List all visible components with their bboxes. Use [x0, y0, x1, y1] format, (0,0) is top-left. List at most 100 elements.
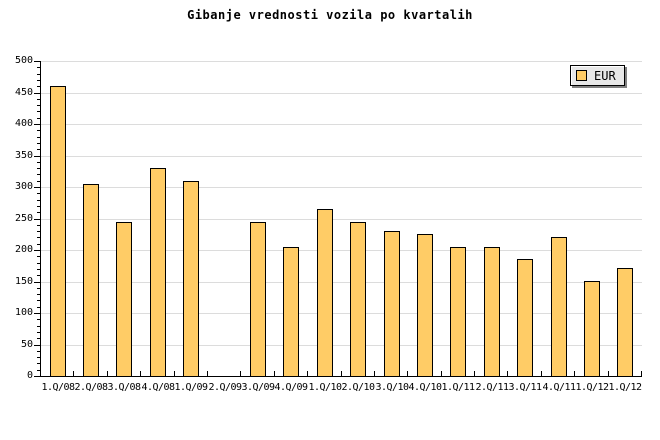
y-minor-tick [37, 199, 40, 201]
y-minor-tick [37, 357, 40, 359]
y-minor-tick [37, 243, 40, 245]
x-boundary-tick [341, 371, 342, 376]
y-major-tick [34, 344, 40, 346]
y-tick-label: 350 [14, 149, 33, 161]
x-tick-label: 1.Q/08 [41, 382, 75, 393]
legend-label: EUR [594, 68, 616, 83]
y-minor-tick [37, 268, 40, 270]
x-boundary-tick [474, 371, 475, 376]
x-tick-label: 3.Q/11 [508, 382, 542, 393]
x-boundary-tick [140, 371, 141, 376]
y-minor-tick [37, 306, 40, 308]
bar-2.Q/08 [83, 184, 99, 376]
bar-1.Q/11 [450, 247, 466, 376]
y-minor-tick [37, 180, 40, 182]
chart-title: Gibanje vrednosti vozila po kvartalih [187, 8, 473, 22]
y-minor-tick [37, 350, 40, 352]
y-minor-tick [37, 363, 40, 365]
gridline [41, 218, 642, 220]
y-tick-label: 500 [14, 55, 33, 66]
y-minor-tick [37, 117, 40, 119]
gridline [41, 124, 642, 125]
x-tick-label: 2.Q/10 [341, 382, 375, 393]
y-minor-tick [37, 331, 40, 333]
y-minor-tick [37, 79, 40, 81]
y-tick-label: 50 [20, 338, 33, 350]
legend-swatch-eur [576, 70, 587, 81]
x-boundary-tick [240, 371, 241, 376]
y-minor-tick [37, 67, 40, 69]
y-minor-tick [37, 136, 40, 138]
x-tick-label: 2.Q/11 [475, 382, 509, 393]
x-tick-label: 1.Q/12 [575, 382, 609, 393]
x-tick-label: 3.Q/09 [241, 382, 275, 393]
x-boundary-tick [608, 371, 609, 376]
y-minor-tick [37, 369, 40, 371]
x-tick-label: 2.Q/08 [74, 382, 108, 393]
bar-3.Q/08 [116, 222, 132, 376]
x-boundary-tick [274, 371, 275, 376]
y-major-tick [34, 124, 40, 125]
gridline [41, 250, 642, 251]
y-tick-label: 150 [14, 275, 33, 287]
x-tick-label: 4.Q/08 [141, 382, 175, 393]
bar-1.Q/09 [183, 181, 199, 376]
bar-1.Q/12 [617, 268, 633, 376]
y-major-tick [34, 313, 40, 314]
y-minor-tick [37, 149, 40, 151]
bar-4.Q/09 [283, 247, 299, 376]
y-tick-label: 100 [14, 307, 33, 318]
bar-4.Q/11 [551, 237, 567, 376]
x-tick-label: 1.Q/11 [441, 382, 475, 393]
y-major-tick [34, 155, 40, 157]
y-minor-tick [37, 262, 40, 264]
x-axis-line [40, 376, 642, 377]
y-tick-label: 300 [14, 181, 33, 192]
x-tick-label: 4.Q/11 [542, 382, 576, 393]
y-major-tick [34, 187, 40, 188]
x-tick-label: 3.Q/10 [375, 382, 409, 393]
x-boundary-tick [73, 371, 74, 376]
y-minor-tick [37, 161, 40, 163]
y-tick-label: 450 [14, 86, 33, 98]
y-tick-label: 0 [26, 370, 33, 381]
gridline [41, 155, 642, 157]
y-major-tick [34, 281, 40, 283]
bar-3.Q/09 [250, 222, 266, 376]
x-boundary-tick [174, 371, 175, 376]
y-minor-tick [37, 275, 40, 277]
x-boundary-tick [207, 371, 208, 376]
y-major-tick [34, 218, 40, 220]
x-tick-label: 1.Q/09 [174, 382, 208, 393]
bar-3.Q/11 [517, 259, 533, 376]
x-tick-label: 3.Q/08 [107, 382, 141, 393]
y-tick-label: 250 [14, 212, 33, 224]
bar-3.Q/10 [384, 231, 400, 376]
gridline [41, 61, 642, 62]
gridline [41, 187, 642, 188]
y-minor-tick [37, 193, 40, 195]
y-major-tick [34, 376, 40, 377]
y-major-tick [34, 250, 40, 251]
bar-2.Q/10 [350, 222, 366, 376]
x-boundary-tick [40, 371, 41, 376]
y-minor-tick [37, 237, 40, 239]
x-tick-label: 1.Q/12 [608, 382, 642, 393]
y-minor-tick [37, 300, 40, 302]
y-minor-tick [37, 338, 40, 340]
y-tick-label: 400 [14, 118, 33, 129]
bar-4.Q/08 [150, 168, 166, 376]
x-boundary-tick [374, 371, 375, 376]
x-boundary-tick [574, 371, 575, 376]
bar-1.Q/08 [50, 86, 66, 376]
legend: EUR [570, 65, 625, 86]
y-minor-tick [37, 130, 40, 132]
y-minor-tick [37, 325, 40, 327]
y-minor-tick [37, 212, 40, 214]
y-major-tick [34, 92, 40, 94]
y-minor-tick [37, 224, 40, 226]
y-minor-tick [37, 205, 40, 207]
y-minor-tick [37, 319, 40, 321]
gridline [41, 344, 642, 346]
y-minor-tick [37, 231, 40, 233]
